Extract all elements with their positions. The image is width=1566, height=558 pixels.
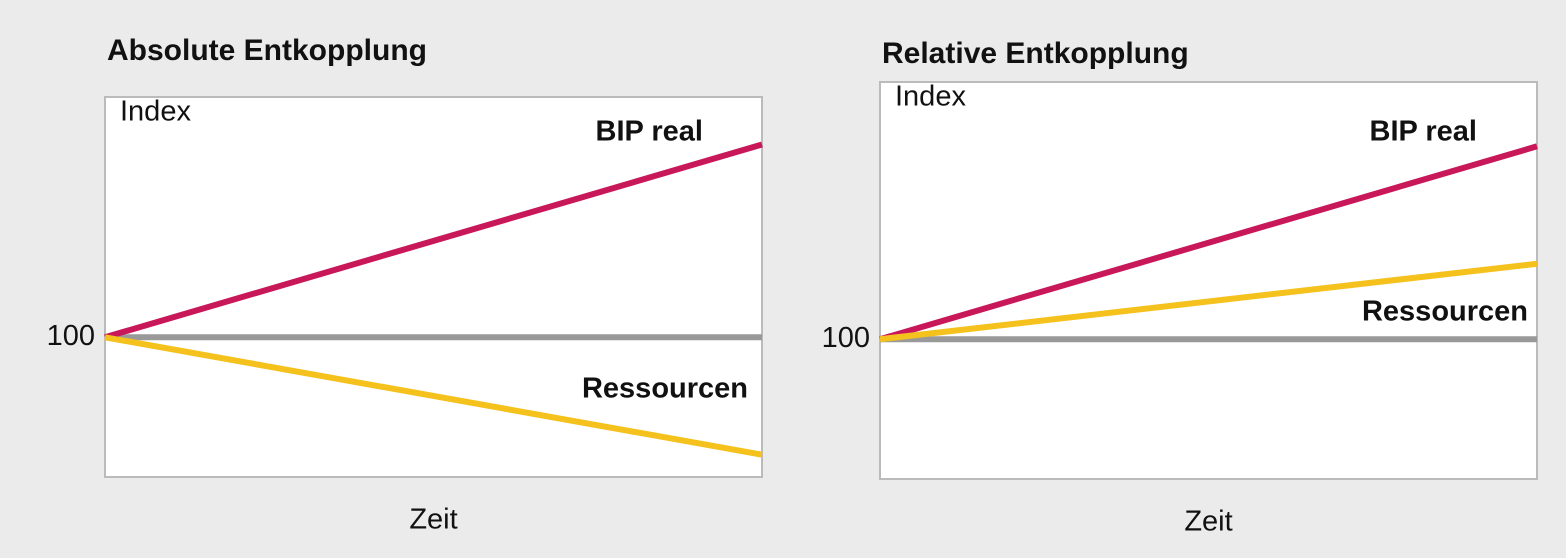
y-tick-label: 100 [822,322,870,354]
series-label: Ressourcen [582,373,748,405]
chart-title: Absolute Entkopplung [107,34,427,67]
plot-area [879,81,1538,480]
y-tick-label: 100 [47,320,95,352]
series-label: Ressourcen [1362,296,1528,328]
chart-title: Relative Entkopplung [882,37,1189,70]
y-axis-label: Index [120,96,191,128]
x-axis-label: Zeit [409,504,457,536]
series-label: BIP real [1370,116,1477,148]
x-axis-label: Zeit [1184,506,1232,538]
y-axis-label: Index [895,81,966,113]
series-line [104,334,763,458]
series-line [879,260,1538,343]
series-line [879,143,1538,343]
plot-area [104,96,763,478]
series-line [104,141,763,341]
series-label: BIP real [596,116,703,148]
